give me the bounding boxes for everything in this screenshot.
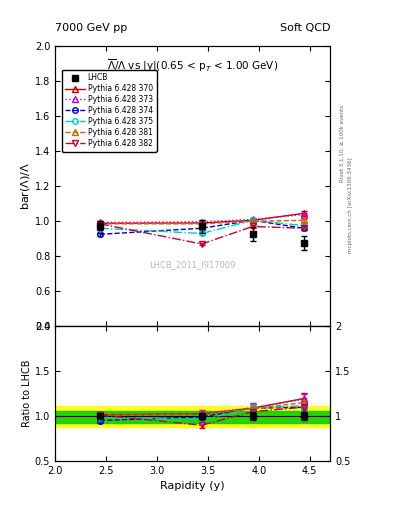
Text: mcplots.cern.ch [arXiv:1306.3436]: mcplots.cern.ch [arXiv:1306.3436]: [348, 157, 353, 252]
Legend: LHCB, Pythia 6.428 370, Pythia 6.428 373, Pythia 6.428 374, Pythia 6.428 375, Py: LHCB, Pythia 6.428 370, Pythia 6.428 373…: [62, 70, 156, 152]
Y-axis label: bar($\Lambda$)/$\Lambda$: bar($\Lambda$)/$\Lambda$: [19, 162, 32, 210]
Text: LHCB_2011_I917009: LHCB_2011_I917009: [149, 260, 236, 269]
Bar: [55, 406, 330, 427]
Bar: [55, 411, 330, 423]
Text: Rivet 3.1.10, ≥ 100k events: Rivet 3.1.10, ≥ 100k events: [340, 105, 345, 182]
Text: 7000 GeV pp: 7000 GeV pp: [55, 23, 127, 33]
Y-axis label: Ratio to LHCB: Ratio to LHCB: [22, 360, 32, 428]
Text: $\overline{\Lambda}/\Lambda$ vs |y|(0.65 < p$_{T}$ < 1.00 GeV): $\overline{\Lambda}/\Lambda$ vs |y|(0.65…: [107, 57, 278, 74]
X-axis label: Rapidity (y): Rapidity (y): [160, 481, 225, 491]
Text: Soft QCD: Soft QCD: [280, 23, 330, 33]
